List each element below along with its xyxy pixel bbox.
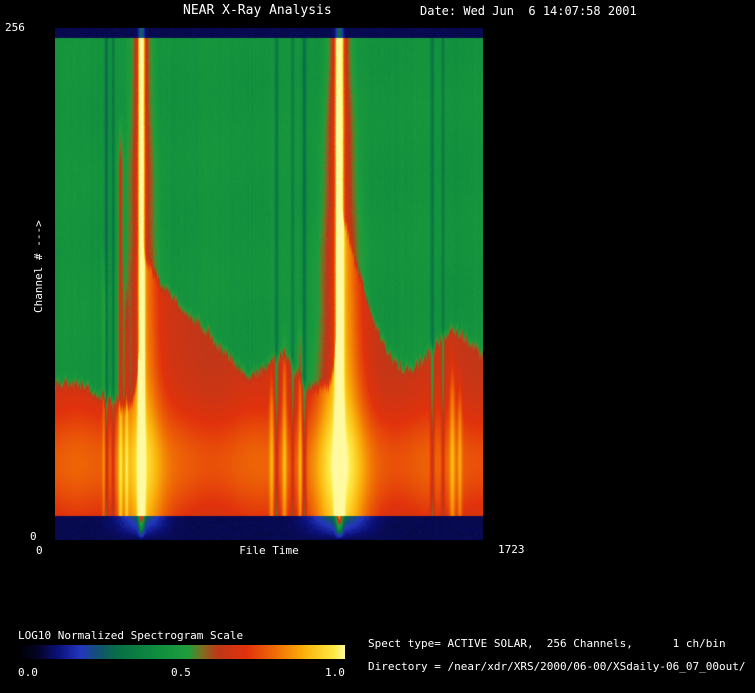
- colorbar-tick-1: 1.0: [325, 666, 345, 679]
- x-axis-title: File Time: [239, 544, 299, 557]
- x-axis-min-label: 0: [36, 544, 43, 557]
- spectrogram-heatmap: [55, 28, 483, 540]
- colorbar-tick-05: 0.5: [171, 666, 191, 679]
- colorbar-gradient: [18, 645, 345, 659]
- date-label: Date: Wed Jun 6 14:07:58 2001: [420, 4, 637, 18]
- spect-type-line: Spect type= ACTIVE SOLAR, 256 Channels, …: [368, 637, 726, 650]
- directory-line: Directory = /near/xdr/XRS/2000/06-00/XSd…: [368, 660, 746, 673]
- colorbar-label: LOG10 Normalized Spectrogram Scale: [18, 629, 244, 642]
- y-axis-title: Channel # --->: [32, 220, 45, 313]
- y-axis-max-label: 256: [5, 21, 25, 34]
- page-title: NEAR X-Ray Analysis: [183, 3, 332, 18]
- x-axis-max-label: 1723: [498, 543, 525, 556]
- y-axis-min-label: 0: [30, 530, 37, 543]
- colorbar-tick-0: 0.0: [18, 666, 38, 679]
